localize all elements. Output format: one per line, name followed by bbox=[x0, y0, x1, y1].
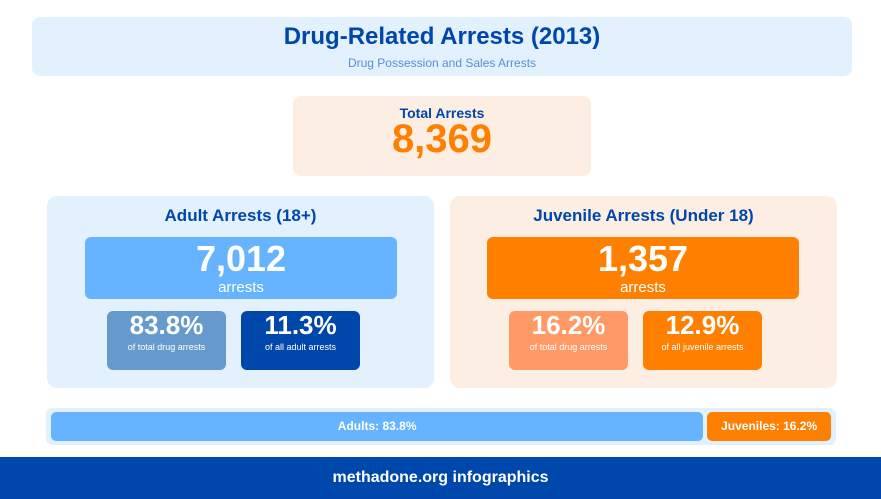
adult-arrests-panel: Adult Arrests (18+) 7,012 arrests 83.8% … bbox=[47, 196, 434, 388]
page-subtitle: Drug Possession and Sales Arrests bbox=[347, 56, 537, 70]
juvenile-stat-rate: 12.9% of all juvenile arrests bbox=[643, 311, 762, 370]
adult-bar-segment: Adults: 83.8% bbox=[51, 412, 704, 441]
adult-panel-title: Adult Arrests (18+) bbox=[164, 206, 317, 225]
juvenile-count: 1,357 bbox=[597, 238, 689, 279]
page-title: Drug-Related Arrests (2013) bbox=[283, 23, 601, 50]
adult-count-box: 7,012 arrests bbox=[85, 237, 397, 299]
total-arrests-value: 8,369 bbox=[391, 117, 493, 161]
juvenile-count-box: 1,357 arrests bbox=[487, 237, 799, 299]
footer: methadone.org infographics bbox=[0, 457, 881, 499]
juvenile-count-label: arrests bbox=[620, 279, 666, 296]
stat-label: of all adult arrests bbox=[264, 342, 337, 352]
stat-value: 11.3% bbox=[264, 310, 337, 340]
header: Drug-Related Arrests (2013) Drug Possess… bbox=[32, 17, 852, 76]
total-arrests-card: Total Arrests 8,369 bbox=[293, 96, 591, 176]
adult-stat-rate: 11.3% of all adult arrests bbox=[241, 311, 360, 370]
proportion-bar: Adults: 83.8% Juveniles: 16.2% bbox=[46, 408, 836, 445]
juvenile-arrests-panel: Juvenile Arrests (Under 18) 1,357 arrest… bbox=[450, 196, 837, 388]
stat-value: 12.9% bbox=[665, 310, 740, 340]
stat-label: of total drug arrests bbox=[127, 342, 206, 352]
total-arrests-label: Total Arrests bbox=[399, 105, 485, 121]
juvenile-panel-title: Juvenile Arrests (Under 18) bbox=[533, 206, 754, 225]
juvenile-stat-share: 16.2% of total drug arrests bbox=[509, 311, 628, 370]
stat-value: 83.8% bbox=[129, 310, 204, 340]
adult-stat-share: 83.8% of total drug arrests bbox=[107, 311, 226, 370]
stat-label: of total drug arrests bbox=[529, 342, 608, 352]
stat-value: 16.2% bbox=[531, 310, 606, 340]
juvenile-bar-segment: Juveniles: 16.2% bbox=[707, 412, 831, 441]
adult-count-label: arrests bbox=[218, 279, 264, 296]
adult-count: 7,012 bbox=[195, 238, 287, 279]
stat-label: of all juvenile arrests bbox=[661, 342, 744, 352]
